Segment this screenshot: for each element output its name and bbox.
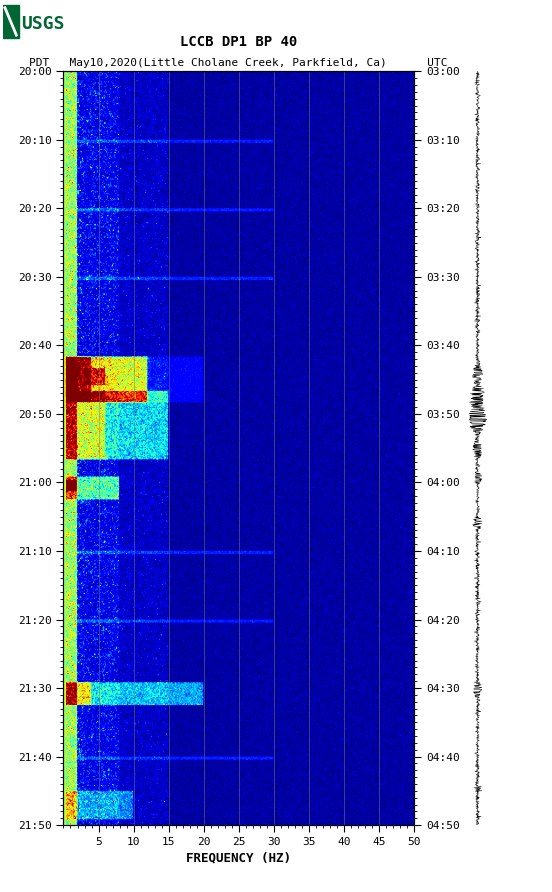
Bar (3, 5, 19, 37)
X-axis label: FREQUENCY (HZ): FREQUENCY (HZ) (186, 851, 291, 864)
Text: LCCB DP1 BP 40: LCCB DP1 BP 40 (180, 35, 298, 49)
Text: USGS: USGS (22, 15, 65, 33)
Text: PDT   May10,2020(Little Cholane Creek, Parkfield, Ca)      UTC: PDT May10,2020(Little Cholane Creek, Par… (29, 58, 448, 68)
